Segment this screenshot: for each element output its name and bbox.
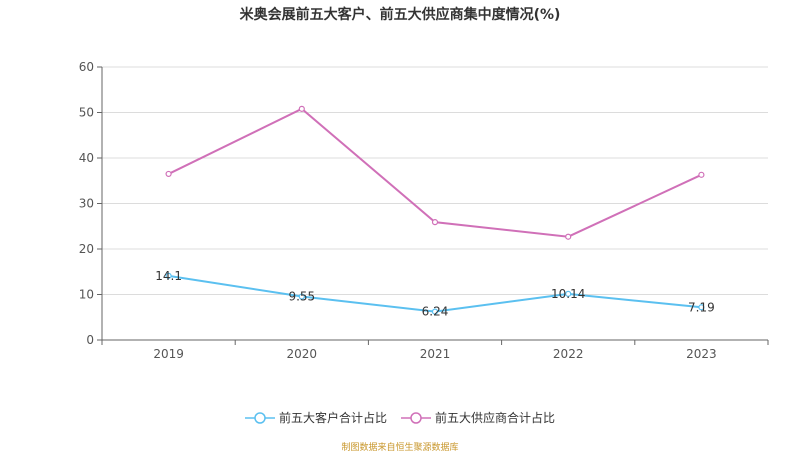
y-tick-label-40: 40 bbox=[79, 151, 94, 165]
data-point-s1-2022 bbox=[565, 233, 572, 240]
legend-label-customers: 前五大客户合计占比 bbox=[278, 411, 387, 425]
x-tick-label-2021: 2021 bbox=[420, 347, 451, 361]
y-tick-label-20: 20 bbox=[79, 242, 94, 256]
data-label-s0-2019: 14.1 bbox=[155, 269, 182, 283]
data-point-s0-2021 bbox=[431, 308, 439, 315]
data-point-s0-2019 bbox=[165, 272, 172, 279]
series-line-1 bbox=[168, 107, 702, 238]
legend-marker-customers bbox=[244, 411, 275, 424]
y-tick-label-10: 10 bbox=[79, 288, 94, 302]
data-point-s1-2019 bbox=[165, 170, 172, 178]
data-label-s0-2023: 7.19 bbox=[688, 300, 715, 314]
x-tick-label-2020: 2020 bbox=[287, 347, 318, 361]
data-point-s1-2021 bbox=[431, 219, 439, 226]
data-source-note: 制图数据来自恒生聚源数据库 bbox=[341, 443, 459, 453]
legend-marker-suppliers bbox=[401, 411, 431, 424]
y-tick-label-50: 50 bbox=[79, 106, 94, 120]
y-tick-label-0: 0 bbox=[86, 333, 94, 347]
legend-label-suppliers: 前五大供应商合计占比 bbox=[435, 411, 556, 425]
x-tick-label-2019: 2019 bbox=[153, 347, 184, 361]
legend-item-suppliers[interactable]: 前五大供应商合计占比 bbox=[401, 409, 555, 426]
data-label-s0-2022: 10.14 bbox=[551, 287, 585, 301]
chart-title: 米奥会展前五大客户、前五大供应商集中度情况(%) bbox=[239, 7, 561, 23]
data-label-s0-2020: 9.55 bbox=[288, 290, 315, 304]
data-point-s0-2022 bbox=[565, 290, 572, 297]
y-tick-label-30: 30 bbox=[79, 197, 94, 211]
data-label-s0-2021: 6.24 bbox=[422, 305, 449, 319]
line-chart: 0 10 20 30 40 50 60 2019 2020 2021 2022 2023 14.1 9.5… bbox=[79, 60, 769, 361]
legend: 前五大客户合计占比 前五大供应商合计占比 bbox=[0, 409, 800, 426]
x-tick-label-2022: 2022 bbox=[553, 347, 584, 361]
data-point-s1-2023 bbox=[698, 171, 705, 178]
data-point-s1-2020 bbox=[298, 105, 305, 112]
y-tick-label-60: 60 bbox=[79, 60, 94, 74]
data-point-s0-2020 bbox=[298, 293, 305, 300]
x-tick-label-2023: 2023 bbox=[686, 347, 717, 361]
legend-item-customers[interactable]: 前五大客户合计占比 bbox=[244, 409, 387, 426]
data-point-s0-2023 bbox=[698, 304, 705, 311]
